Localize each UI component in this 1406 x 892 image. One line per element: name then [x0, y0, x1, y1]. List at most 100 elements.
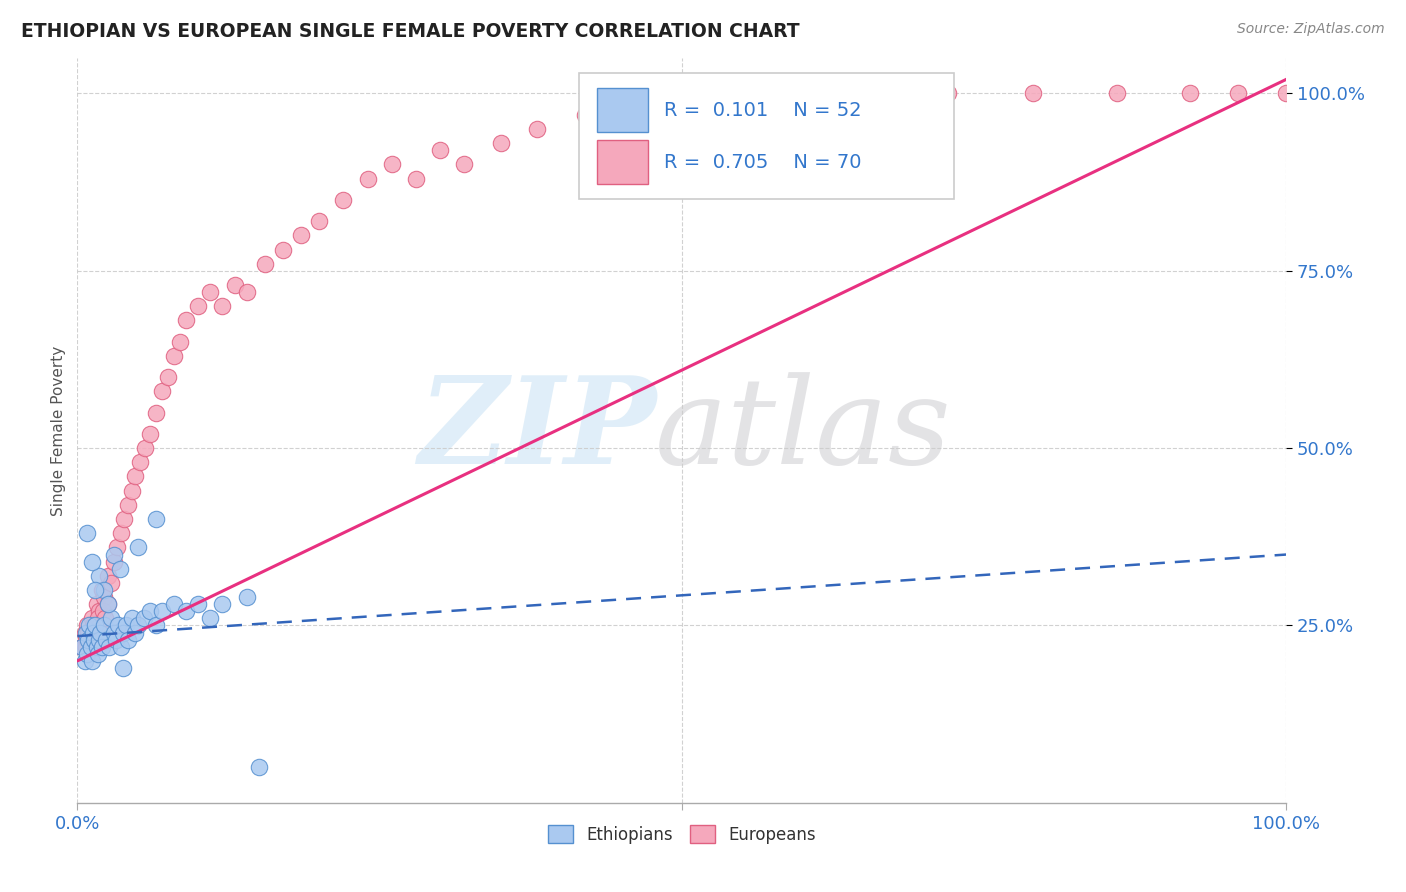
Point	[211, 299, 233, 313]
Point	[112, 625, 135, 640]
Point	[93, 582, 115, 597]
Text: ZIP: ZIP	[418, 371, 657, 490]
Point	[936, 87, 959, 101]
Point	[876, 87, 898, 101]
Point	[1178, 87, 1201, 101]
Point	[174, 604, 197, 618]
Point	[150, 384, 173, 399]
Point	[94, 611, 117, 625]
Point	[84, 618, 107, 632]
Point	[1227, 87, 1250, 101]
Point	[224, 277, 246, 292]
Point	[96, 632, 118, 647]
Point	[83, 632, 105, 647]
Point	[84, 582, 107, 597]
Point	[129, 455, 152, 469]
Point	[169, 334, 191, 349]
Point	[79, 618, 101, 632]
FancyBboxPatch shape	[598, 88, 648, 132]
Point	[381, 157, 404, 171]
Legend: Ethiopians, Europeans: Ethiopians, Europeans	[541, 819, 823, 850]
Point	[89, 625, 111, 640]
Point	[70, 640, 93, 654]
Point	[453, 157, 475, 171]
Point	[235, 590, 257, 604]
Point	[79, 632, 101, 647]
Point	[79, 640, 101, 654]
Point	[79, 625, 101, 640]
Point	[86, 597, 108, 611]
Point	[77, 625, 100, 640]
Point	[80, 555, 103, 569]
Point	[211, 597, 233, 611]
Point	[163, 349, 186, 363]
Text: R =  0.705    N = 70: R = 0.705 N = 70	[664, 153, 862, 172]
Text: ETHIOPIAN VS EUROPEAN SINGLE FEMALE POVERTY CORRELATION CHART: ETHIOPIAN VS EUROPEAN SINGLE FEMALE POVE…	[21, 22, 800, 41]
Point	[117, 632, 139, 647]
Point	[70, 640, 93, 654]
Point	[405, 171, 427, 186]
Point	[124, 625, 146, 640]
Point	[139, 604, 162, 618]
Point	[271, 243, 294, 257]
Point	[127, 618, 149, 632]
Point	[112, 661, 135, 675]
Point	[77, 632, 100, 647]
Point	[103, 555, 125, 569]
Point	[187, 299, 209, 313]
Point	[574, 108, 596, 122]
Point	[80, 654, 103, 668]
Point	[107, 618, 129, 632]
Point	[73, 625, 96, 640]
Point	[77, 640, 100, 654]
Point	[356, 171, 378, 186]
Point	[768, 94, 790, 108]
Point	[127, 541, 149, 555]
Point	[87, 569, 110, 583]
Point	[145, 618, 167, 632]
Point	[114, 512, 136, 526]
Point	[163, 597, 186, 611]
FancyBboxPatch shape	[579, 73, 955, 200]
Point	[145, 406, 167, 420]
Point	[83, 618, 105, 632]
Point	[253, 257, 276, 271]
Point	[103, 625, 125, 640]
Point	[76, 647, 98, 661]
Point	[105, 632, 128, 647]
Point	[623, 101, 645, 115]
Point	[96, 569, 118, 583]
Point	[150, 604, 173, 618]
Point	[121, 611, 143, 625]
Point	[489, 136, 512, 150]
Point	[90, 582, 112, 597]
Point	[200, 285, 222, 299]
Point	[80, 611, 103, 625]
Point	[134, 441, 156, 455]
Point	[82, 625, 104, 640]
Point	[87, 611, 110, 625]
Point	[132, 611, 155, 625]
Point	[139, 426, 162, 441]
Point	[84, 625, 107, 640]
Point	[1021, 87, 1043, 101]
Point	[97, 640, 120, 654]
Point	[718, 108, 741, 122]
Point	[73, 654, 96, 668]
Point	[332, 193, 354, 207]
Text: Source: ZipAtlas.com: Source: ZipAtlas.com	[1237, 22, 1385, 37]
Point	[91, 604, 114, 618]
Point	[82, 618, 104, 632]
Point	[96, 597, 118, 611]
Point	[290, 228, 312, 243]
Point	[429, 143, 451, 157]
Point	[76, 618, 98, 632]
Point	[157, 370, 180, 384]
Point	[174, 313, 197, 327]
Point	[114, 618, 136, 632]
Point	[93, 590, 115, 604]
Point	[75, 632, 97, 647]
Point	[75, 625, 97, 640]
Point	[105, 541, 128, 555]
Point	[671, 101, 693, 115]
